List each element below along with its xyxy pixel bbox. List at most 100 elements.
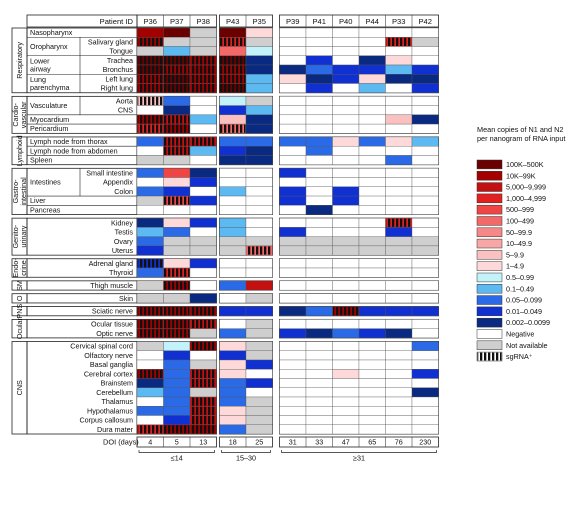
legend-swatch-10k-99k — [476, 171, 503, 181]
row-label-sciatic-nerve: Sciatic nerve — [92, 307, 133, 316]
sgrna-stripes-myocardium-p36 — [137, 115, 163, 124]
cell-spleen-p38 — [189, 155, 217, 165]
cell-cns-p40 — [332, 105, 360, 116]
cell-ovary-p35 — [245, 236, 273, 247]
sgrna-stripes-trachea-p43 — [220, 56, 246, 65]
cell-spleen-p40 — [332, 155, 360, 165]
cell-bronchus-p33 — [385, 64, 413, 75]
cell-lymph-node-from-thorax-p33 — [385, 136, 413, 147]
cell-cerebellum-p43 — [219, 387, 247, 398]
cell-olfactory-nerve-p40 — [332, 350, 360, 361]
cell-spleen-p39 — [279, 155, 307, 165]
patient-header-row: Patient ID P36 P37 P38 P43 P35 P39 P41 P40 P44 P33… — [26, 14, 439, 28]
cell-aorta-p35 — [245, 96, 273, 106]
sgrna-stripes-ocular-tissue-p37 — [164, 319, 190, 329]
cell-myocardium-p42 — [411, 114, 439, 125]
cell-lymph-node-from-thorax-p41 — [305, 136, 333, 147]
cell-lymph-node-from-abdomen-p43 — [219, 146, 247, 156]
cell-lymph-node-from-thorax-p44 — [358, 136, 386, 147]
cell-ovary-p38 — [189, 236, 217, 247]
sgrna-stripes-liver-p37 — [164, 196, 190, 205]
row-label-appendix: Appendix — [103, 178, 133, 187]
cell-pericardium-p39 — [279, 123, 307, 134]
cell-adrenal-gland-p41 — [305, 258, 333, 269]
cell-myocardium-p38 — [189, 114, 217, 125]
doi-group-bracket-0 — [138, 450, 215, 453]
cell-cerebellum-p39 — [279, 387, 307, 398]
cell-cervical-spinal-cord-p33 — [385, 341, 413, 351]
system-label-sm: SM — [15, 280, 24, 291]
cell-basal-ganglia-p40 — [332, 359, 360, 370]
sgrna-stripes-aorta-p36 — [137, 96, 163, 106]
cell-liver-p40 — [332, 195, 360, 206]
cell-skin-p40 — [332, 293, 360, 304]
doi-value-p43: 18 — [229, 438, 237, 447]
cell-cerebellum-p40 — [332, 387, 360, 398]
cell-small-intestine-p33 — [385, 168, 413, 178]
cell-cns-p38 — [189, 105, 217, 116]
row-label-basal-ganglia: Basal ganglia — [90, 360, 133, 369]
cell-colon-p33 — [385, 186, 413, 197]
cell-sciatic-nerve-p33 — [385, 306, 413, 316]
row-label-left-lung: Left lung — [105, 74, 133, 83]
cell-testis-p39 — [279, 227, 307, 237]
cell-cerebellum-p42 — [411, 387, 439, 398]
legend-label-5-9-9: 5–9.9 — [506, 250, 524, 259]
cell-nasopharynx-p43 — [219, 27, 247, 38]
doi-group-label-0: ≤14 — [171, 454, 183, 463]
cell-olfactory-nerve-p39 — [279, 350, 307, 361]
cell-thalamus-p43 — [219, 396, 247, 407]
cell-nasopharynx-p36 — [136, 27, 164, 38]
cell-small-intestine-p38 — [189, 168, 217, 178]
system-label-o: O — [15, 295, 24, 301]
doi-axis-label: DOI (days) — [103, 438, 139, 447]
heatmap-cells — [136, 27, 439, 435]
cell-kidney-p39 — [279, 217, 307, 228]
sgrna-stripes-lymph-node-from-thorax-p38 — [190, 137, 216, 146]
legend-label-sgrna: sgRNA⁺ — [506, 352, 533, 361]
cell-small-intestine-p39 — [279, 168, 307, 178]
system-label-respiratory: Respiratory — [15, 42, 24, 79]
legend-label-1-4-9: 1–4.9 — [506, 262, 524, 271]
sgrna-stripes-right-lung-p36 — [137, 84, 163, 93]
cell-hypothalamus-p39 — [279, 406, 307, 416]
cell-colon-p39 — [279, 186, 307, 197]
cell-aorta-p40 — [332, 96, 360, 106]
row-label-salivary-gland: Salivary gland — [88, 37, 133, 46]
sgrna-stripes-left-lung-p36 — [137, 74, 163, 83]
legend-swatch-0-1-0-49 — [476, 284, 503, 294]
legend-swatch-negative — [476, 329, 503, 339]
cell-liver-p42 — [411, 195, 439, 206]
cell-bronchus-p41 — [305, 64, 333, 75]
sgrna-stripes-pericardium-p37 — [164, 124, 190, 133]
cell-dura-mater-p39 — [279, 424, 307, 435]
sgrna-stripes-sciatic-nerve-p40 — [333, 307, 359, 316]
row-label-corpus-callosum: Corpus callosum — [79, 416, 133, 425]
group-name-oropharynx: Oropharynx — [30, 42, 68, 51]
legend-label-0-5-0-99: 0.5–0.99 — [506, 273, 534, 282]
doi-value-p39: 31 — [289, 438, 297, 447]
row-label-pericardium: Pericardium — [30, 124, 68, 133]
cell-myocardium-p41 — [305, 114, 333, 125]
sgrna-stripes-sciatic-nerve-p36 — [137, 307, 163, 316]
sgrna-stripes-bronchus-p36 — [137, 65, 163, 74]
cell-lymph-node-from-abdomen-p36 — [136, 146, 164, 156]
cell-uterus-p39 — [279, 245, 307, 256]
cell-optic-nerve-p40 — [332, 328, 360, 339]
cell-small-intestine-p36 — [136, 168, 164, 178]
row-label-liver: Liver — [30, 196, 46, 205]
cell-spleen-p43 — [219, 155, 247, 165]
system-label-lymphoid: Lymphoid — [15, 135, 24, 166]
sgrna-stripes-sciatic-nerve-p37 — [164, 307, 190, 316]
patient-id-p44: P44 — [365, 17, 379, 26]
cell-uterus-p42 — [411, 245, 439, 256]
cell-basal-ganglia-p39 — [279, 359, 307, 370]
legend-swatch-5-9-9 — [476, 250, 503, 260]
sgrna-stripes-cerebral-cortex-p38 — [190, 369, 216, 378]
row-label-trachea: Trachea — [107, 56, 133, 65]
legend-swatch-50-99-9 — [476, 227, 503, 237]
cell-adrenal-gland-p44 — [358, 258, 386, 269]
cell-left-lung-p41 — [305, 74, 333, 84]
cell-aorta-p42 — [411, 96, 439, 106]
cell-thalamus-p33 — [385, 396, 413, 407]
